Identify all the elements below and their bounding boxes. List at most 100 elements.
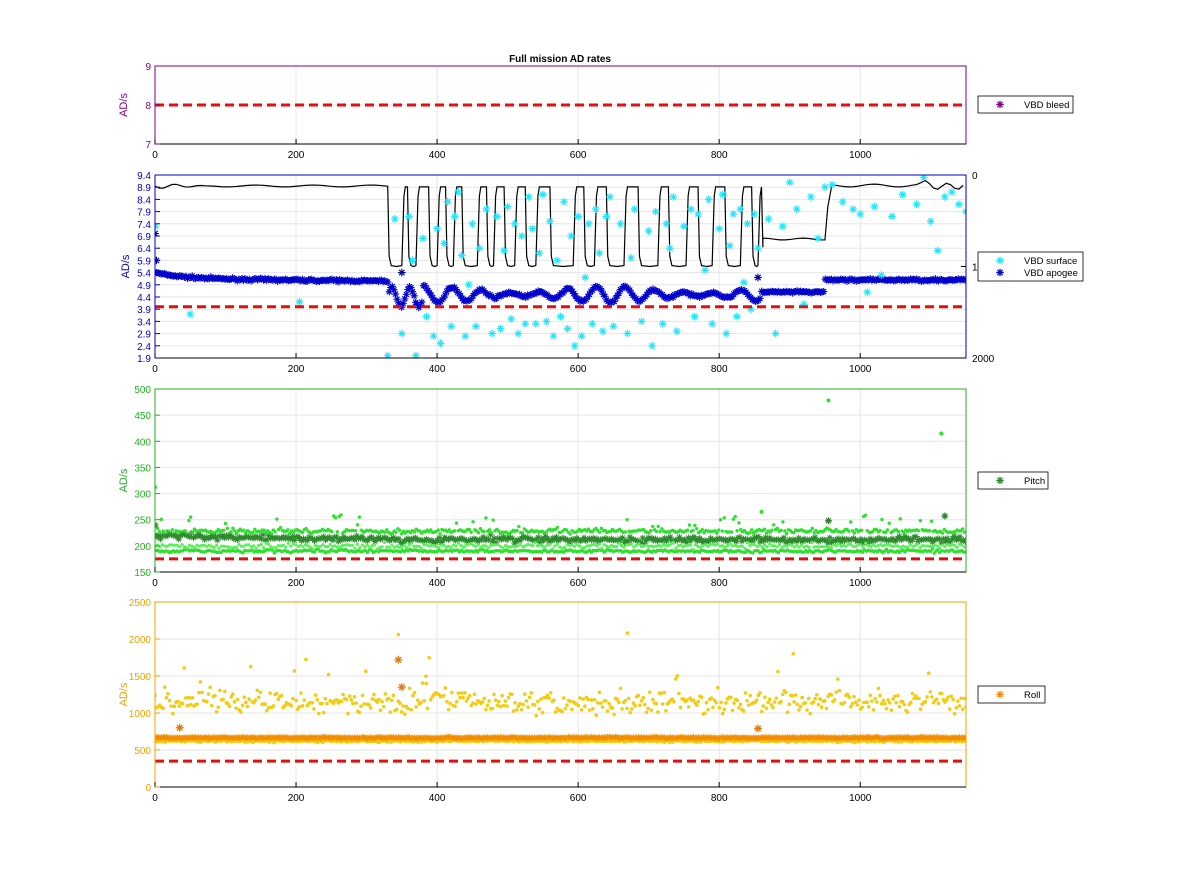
pitch-mid-point [812, 545, 816, 549]
pitch-mid-point [301, 545, 305, 549]
pitch-mid-point [661, 542, 666, 547]
roll-high-point [763, 695, 767, 700]
pitch-high-point [940, 531, 945, 535]
roll-high-point [561, 696, 566, 700]
vbd-surface-point [450, 212, 459, 221]
pitch-point [491, 535, 498, 542]
pitch-mid-point [755, 544, 759, 549]
pitch-mid-point [555, 542, 559, 546]
pitch-high-point [720, 529, 725, 533]
vbd-surface-point [740, 278, 748, 287]
roll-point [210, 734, 217, 741]
roll-high-point [526, 705, 530, 709]
y-tick-label: 500 [134, 385, 151, 396]
y-tick-label: 500 [134, 746, 151, 757]
roll-point [555, 734, 563, 741]
pitch-low-point [930, 547, 935, 551]
roll-point [528, 735, 535, 742]
roll-high-point [876, 686, 881, 691]
roll-high-point [487, 699, 491, 703]
pitch-mid-point [807, 545, 811, 549]
vbd-surface-point [704, 195, 713, 204]
vbd-apogee-point [584, 293, 592, 301]
roll-high-point [317, 711, 321, 716]
pitch-point [637, 539, 645, 546]
pitch-mid-point [284, 545, 288, 549]
pitch-point [267, 535, 274, 542]
roll-high-point [375, 700, 380, 704]
vbd-apogee-point [432, 297, 440, 305]
roll-high-point [703, 711, 707, 715]
roll-high-point [570, 707, 574, 712]
pitch-mid-point [474, 544, 478, 549]
roll-high-point [729, 695, 733, 700]
roll-point [380, 735, 387, 742]
pitch-point [923, 536, 931, 543]
pitch-high-point [748, 530, 752, 535]
vbd-apogee-point [567, 285, 575, 293]
roll-high-point [589, 698, 594, 702]
roll-point [296, 735, 303, 742]
pitch-low-point [312, 550, 317, 554]
roll-point [447, 733, 454, 741]
vbd-apogee-point [439, 294, 448, 302]
pitch-point [725, 536, 733, 543]
roll-high-point [312, 707, 316, 711]
pitch-point [568, 536, 575, 544]
pitch-mid-point [871, 543, 875, 547]
pitch-mid-point [397, 545, 401, 549]
pitch-mid-point [834, 544, 838, 548]
roll-high-point [381, 704, 386, 709]
vbd-surface-point [919, 175, 928, 182]
roll-high-point [226, 701, 230, 706]
vbd-surface-point [888, 212, 896, 221]
roll-high-point [427, 655, 431, 660]
pitch-low-point [369, 548, 374, 552]
roll-high-point [467, 693, 472, 698]
legend-label: VBD apogee [1024, 268, 1078, 279]
pitch-mid-point [343, 543, 347, 547]
pitch-high-point [693, 523, 697, 528]
roll-point [367, 734, 374, 741]
pitch-point [303, 537, 311, 544]
y-tick-label: 200 [134, 542, 151, 553]
pitch-mid-point [822, 545, 826, 549]
pitch-mid-point [528, 543, 532, 547]
roll-point [721, 734, 728, 741]
pitch-point [291, 536, 298, 544]
legend-marker [996, 100, 1004, 109]
roll-high-point [923, 700, 928, 704]
roll-high-point [185, 703, 190, 708]
roll-high-point [414, 705, 418, 709]
pitch-high-point [330, 529, 334, 534]
pitch-mid-point [185, 546, 189, 550]
roll-outlier-point [625, 631, 630, 635]
roll-high-point [247, 697, 251, 702]
pitch-point [487, 531, 494, 538]
vbd-surface-point [669, 193, 678, 201]
y-tick-label: 400 [134, 437, 151, 448]
pitch-mid-point [424, 543, 429, 547]
vbd-surface-point [718, 190, 727, 199]
roll-high-point [578, 696, 582, 700]
roll-high-point [926, 671, 931, 676]
pitch-point [866, 535, 874, 542]
pitch-mid-point [955, 545, 959, 549]
vbd-surface-point [468, 220, 477, 228]
roll-high-point [523, 692, 527, 696]
roll-high-point [255, 688, 259, 693]
roll-high-point [685, 698, 689, 702]
pitch-mid-point [323, 545, 327, 549]
pitch-point [898, 536, 905, 544]
pitch-point [749, 537, 756, 545]
pitch-high-point [354, 528, 358, 533]
pitch-mid-point [775, 545, 779, 549]
pitch-mid-point [923, 544, 927, 548]
vbd-surface-point [725, 241, 734, 250]
x-tick-label: 800 [711, 364, 728, 375]
roll-point [299, 734, 306, 741]
pitch-mid-point [259, 542, 263, 546]
roll-point [494, 734, 501, 741]
pitch-mid-point [437, 545, 441, 550]
vbd-surface-point [454, 188, 463, 196]
